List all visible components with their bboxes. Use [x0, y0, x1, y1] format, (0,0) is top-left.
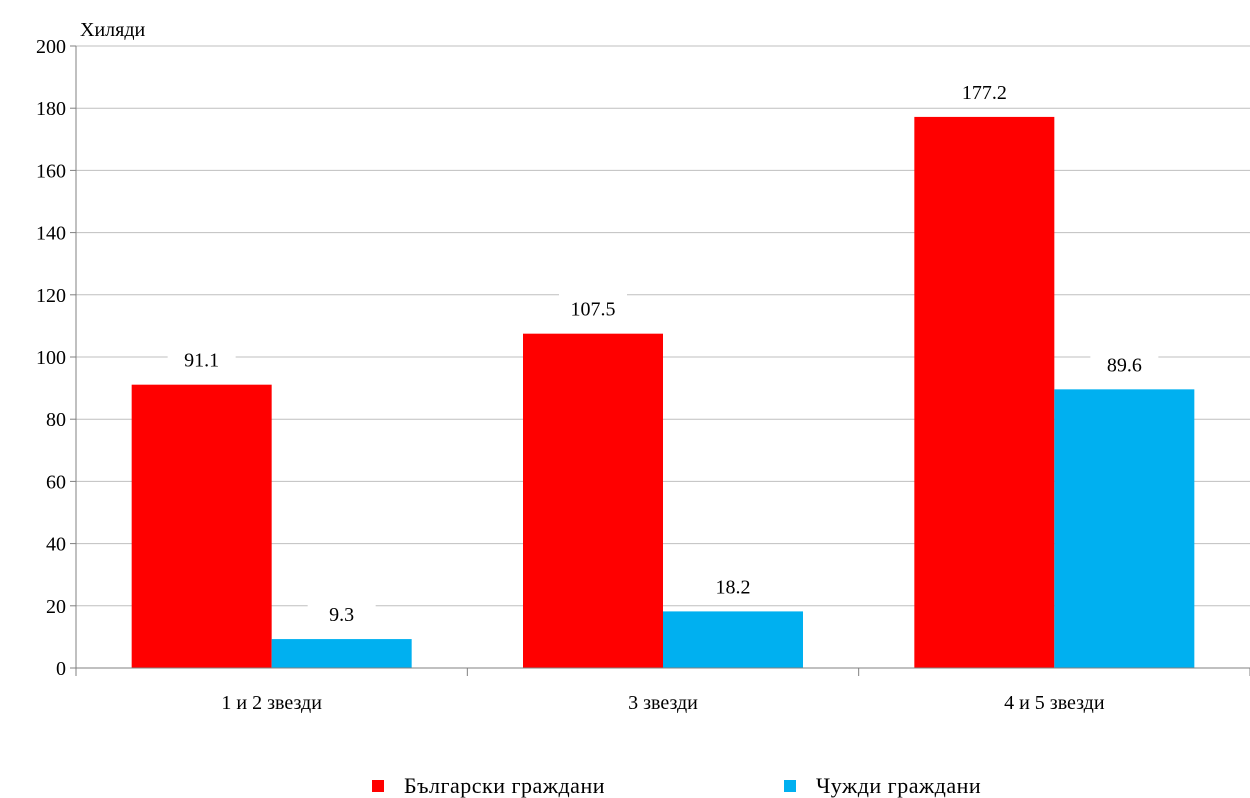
y-tick-label: 200	[36, 36, 66, 58]
bar-bulgarian	[131, 384, 272, 668]
legend-label-foreign: Чужди граждани	[816, 773, 981, 798]
bar-bulgarian	[914, 116, 1055, 668]
data-label: 89.6	[1107, 354, 1142, 376]
y-tick-label: 180	[36, 98, 66, 120]
data-labels: 91.1 9.3 107.5 18.2 177.2 89.6	[167, 76, 1159, 630]
bar-bulgarian	[523, 333, 663, 668]
y-tick-label: 20	[46, 596, 66, 618]
y-tick-label: 80	[46, 409, 66, 431]
x-tick-label: 1 и 2 звезди	[221, 692, 322, 714]
y-tick-label: 120	[36, 285, 66, 307]
bar-foreign	[1054, 389, 1195, 668]
x-tick-label: 3 звезди	[628, 692, 698, 714]
y-tick-labels: 0 20 40 60 80 100 120 140 160 180 200	[36, 36, 66, 680]
legend: Български граждани Чужди граждани	[372, 773, 981, 798]
data-label: 107.5	[571, 299, 616, 321]
y-tick-label: 160	[36, 160, 66, 182]
bar-foreign	[271, 639, 412, 668]
y-tick-label: 100	[36, 347, 66, 369]
legend-swatch-foreign	[784, 780, 796, 792]
x-tick-labels: 1 и 2 звезди 3 звезди 4 и 5 звезди	[221, 692, 1104, 714]
bar-foreign	[663, 611, 803, 668]
y-tick-label: 140	[36, 223, 66, 245]
data-label: 9.3	[329, 604, 354, 626]
legend-label-bulgarian: Български граждани	[404, 773, 605, 798]
data-label-bg	[699, 571, 767, 602]
data-label-bg	[307, 599, 376, 630]
data-label: 177.2	[962, 82, 1007, 104]
x-tick-label: 4 и 5 звезди	[1004, 692, 1105, 714]
y-tick-label: 40	[46, 534, 66, 556]
data-label-bg	[559, 293, 627, 324]
bars	[131, 116, 1195, 668]
y-tick-label: 0	[56, 658, 66, 680]
data-label: 91.1	[184, 350, 219, 372]
y-unit-label: Хиляди	[80, 19, 146, 41]
y-tick-label: 60	[46, 471, 66, 493]
axes	[70, 45, 1250, 676]
data-label: 18.2	[716, 576, 751, 598]
data-label-bg	[950, 76, 1019, 107]
legend-swatch-bulgarian	[372, 780, 384, 792]
data-label-bg	[1090, 349, 1159, 380]
data-label-bg	[167, 344, 236, 375]
